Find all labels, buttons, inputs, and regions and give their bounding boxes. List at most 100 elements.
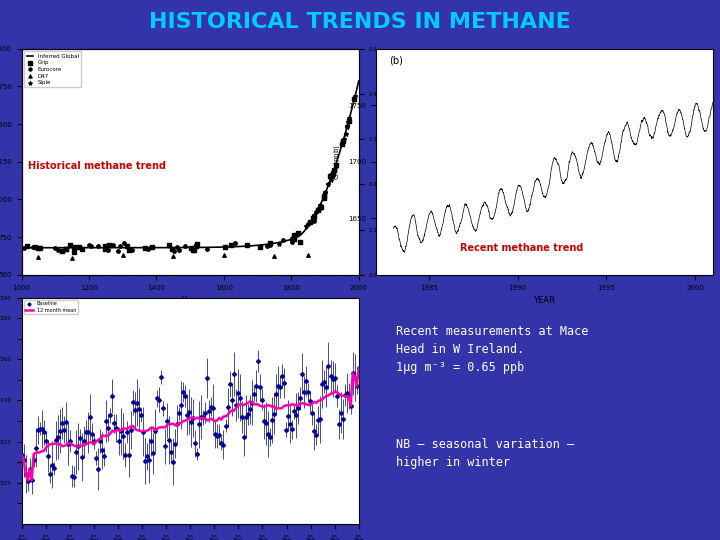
D47 <box>66 253 78 262</box>
Grip <box>186 244 197 252</box>
X-axis label: Year: Year <box>181 296 199 305</box>
Grip <box>309 213 320 221</box>
Eurocore <box>92 241 104 250</box>
Text: Recent measurements at Mace
Head in W Ireland.
1μg m⁻³ = 0.65 ppb: Recent measurements at Mace Head in W Ir… <box>396 325 588 374</box>
Siple <box>308 211 320 220</box>
Grip <box>60 245 72 254</box>
Grip <box>35 244 46 253</box>
Eurocore <box>168 247 180 255</box>
Eurocore <box>145 243 157 252</box>
Grip <box>77 244 89 253</box>
Siple <box>325 175 336 184</box>
Eurocore <box>264 240 276 249</box>
Siple <box>340 130 351 139</box>
12 month mean <box>211 418 220 424</box>
Eurocore <box>179 242 191 251</box>
12 month mean <box>288 401 297 408</box>
Eurocore <box>27 242 39 251</box>
Baseline <box>253 358 262 365</box>
Siple <box>327 172 338 181</box>
Grip <box>337 137 348 145</box>
Inferred Global <box>354 78 363 84</box>
Eurocore <box>229 239 240 247</box>
Siple <box>341 122 353 131</box>
Baseline <box>290 408 299 415</box>
Eurocore <box>85 242 96 251</box>
Y-axis label: CH$_4$ (ppb): CH$_4$ (ppb) <box>333 144 342 180</box>
Siple <box>350 92 361 100</box>
Eurocore <box>18 244 30 253</box>
Grip <box>29 243 40 252</box>
Grip <box>315 202 327 211</box>
Grip <box>294 237 305 246</box>
Legend: Baseline, 12 month mean: Baseline, 12 month mean <box>24 300 78 314</box>
Grip <box>188 246 199 254</box>
Siple <box>286 237 297 246</box>
Grip <box>241 241 253 249</box>
Line: 12 month mean: 12 month mean <box>22 368 359 481</box>
Inferred Global <box>346 110 355 117</box>
Grip <box>123 245 135 254</box>
Eurocore <box>308 217 320 226</box>
Grip <box>140 244 151 253</box>
Eurocore <box>167 245 179 253</box>
Baseline <box>80 438 89 444</box>
Baseline <box>354 364 363 371</box>
Siple <box>274 239 285 248</box>
Inferred Global <box>179 244 188 251</box>
Eurocore <box>114 242 125 251</box>
Eurocore <box>302 220 313 228</box>
D47 <box>168 252 179 260</box>
Line: Baseline: Baseline <box>20 360 360 482</box>
Inferred Global <box>218 244 227 251</box>
Grip <box>121 241 132 250</box>
Grip <box>147 242 158 251</box>
Baseline <box>217 440 226 446</box>
Grip <box>318 193 329 202</box>
Siple <box>320 187 331 196</box>
Grip <box>68 242 79 251</box>
Grip <box>103 241 114 249</box>
Grip <box>312 206 323 214</box>
Grip <box>348 94 360 103</box>
Text: Historical methane trend: Historical methane trend <box>28 161 166 171</box>
Eurocore <box>84 241 95 249</box>
Siple <box>314 204 325 213</box>
Siple <box>314 201 325 210</box>
Grip <box>264 239 276 247</box>
Inferred Global <box>17 245 26 251</box>
Grip <box>343 116 355 125</box>
Grip <box>318 191 330 200</box>
Grip <box>99 242 111 251</box>
Grip <box>56 247 68 255</box>
D47 <box>269 252 280 260</box>
Grip <box>292 229 304 238</box>
Grip <box>187 246 199 254</box>
Text: (a): (a) <box>35 56 49 65</box>
Grip <box>288 231 300 240</box>
Eurocore <box>49 244 60 252</box>
Grip <box>219 243 230 252</box>
Inferred Global <box>177 244 186 251</box>
Grip <box>304 218 315 226</box>
Grip <box>99 245 111 254</box>
Legend: Inferred Global, Grip, Eurocore, D47, Siple: Inferred Global, Grip, Eurocore, D47, Si… <box>24 51 81 87</box>
Eurocore <box>277 235 289 244</box>
Siple <box>320 189 331 198</box>
Eurocore <box>143 245 154 253</box>
Siple <box>343 114 355 123</box>
Siple <box>322 180 333 189</box>
Siple <box>323 180 334 188</box>
Baseline <box>17 452 26 458</box>
Grip <box>330 161 341 170</box>
Y-axis label: Radiative Forcing (W m$^{-2}$): Radiative Forcing (W m$^{-2}$) <box>378 125 388 199</box>
Grip <box>32 244 44 252</box>
Grip <box>329 166 341 174</box>
Grip <box>163 241 175 250</box>
Eurocore <box>126 246 138 254</box>
D47 <box>117 251 128 260</box>
Text: Recent methane trend: Recent methane trend <box>460 243 583 253</box>
Grip <box>325 172 336 181</box>
Siple <box>301 222 312 231</box>
Text: (b): (b) <box>389 56 403 65</box>
